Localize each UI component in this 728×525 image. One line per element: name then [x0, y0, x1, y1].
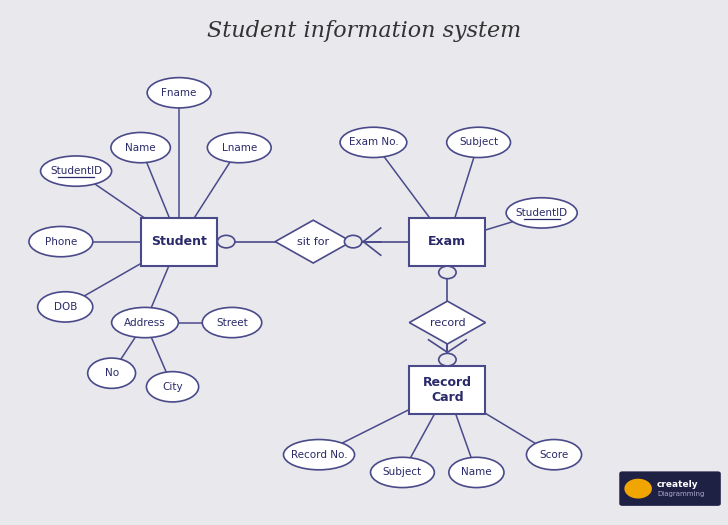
Text: Name: Name: [461, 467, 491, 477]
Text: City: City: [162, 382, 183, 392]
Text: Address: Address: [124, 318, 166, 328]
FancyBboxPatch shape: [409, 366, 486, 414]
FancyBboxPatch shape: [409, 217, 486, 266]
Text: Lname: Lname: [221, 143, 257, 153]
Text: Fname: Fname: [162, 88, 197, 98]
Circle shape: [218, 235, 235, 248]
Ellipse shape: [371, 457, 435, 488]
Text: Phone: Phone: [44, 237, 77, 247]
Text: Student: Student: [151, 235, 207, 248]
Text: No: No: [105, 368, 119, 378]
Polygon shape: [409, 301, 486, 344]
Ellipse shape: [526, 439, 582, 470]
Text: Name: Name: [125, 143, 156, 153]
Ellipse shape: [38, 292, 92, 322]
Text: Student information system: Student information system: [207, 19, 521, 41]
Text: StudentID: StudentID: [515, 208, 568, 218]
Text: Subject: Subject: [459, 138, 498, 148]
Ellipse shape: [340, 127, 407, 158]
Ellipse shape: [202, 308, 262, 338]
Text: Score: Score: [539, 450, 569, 460]
Ellipse shape: [283, 439, 355, 470]
FancyBboxPatch shape: [141, 217, 217, 266]
Ellipse shape: [29, 226, 92, 257]
Text: Street: Street: [216, 318, 248, 328]
Ellipse shape: [146, 372, 199, 402]
Circle shape: [439, 266, 456, 279]
Text: sit for: sit for: [297, 237, 329, 247]
Text: StudentID: StudentID: [50, 166, 102, 176]
Text: Exam No.: Exam No.: [349, 138, 398, 148]
Ellipse shape: [447, 127, 510, 158]
Circle shape: [344, 235, 362, 248]
Text: creately: creately: [657, 480, 699, 489]
Text: Subject: Subject: [383, 467, 422, 477]
Ellipse shape: [87, 358, 135, 388]
Polygon shape: [275, 220, 352, 263]
Text: DOB: DOB: [54, 302, 77, 312]
Ellipse shape: [207, 132, 271, 163]
Text: Record No.: Record No.: [290, 450, 347, 460]
Circle shape: [439, 353, 456, 366]
Ellipse shape: [111, 132, 170, 163]
Text: Exam: Exam: [428, 235, 467, 248]
Text: Diagramming: Diagramming: [657, 491, 705, 497]
Text: record: record: [430, 318, 465, 328]
Ellipse shape: [147, 78, 211, 108]
Circle shape: [625, 479, 652, 499]
Ellipse shape: [41, 156, 111, 186]
Ellipse shape: [449, 457, 504, 488]
Text: Record
Card: Record Card: [423, 376, 472, 404]
Ellipse shape: [506, 198, 577, 228]
Ellipse shape: [111, 308, 178, 338]
FancyBboxPatch shape: [620, 471, 721, 506]
